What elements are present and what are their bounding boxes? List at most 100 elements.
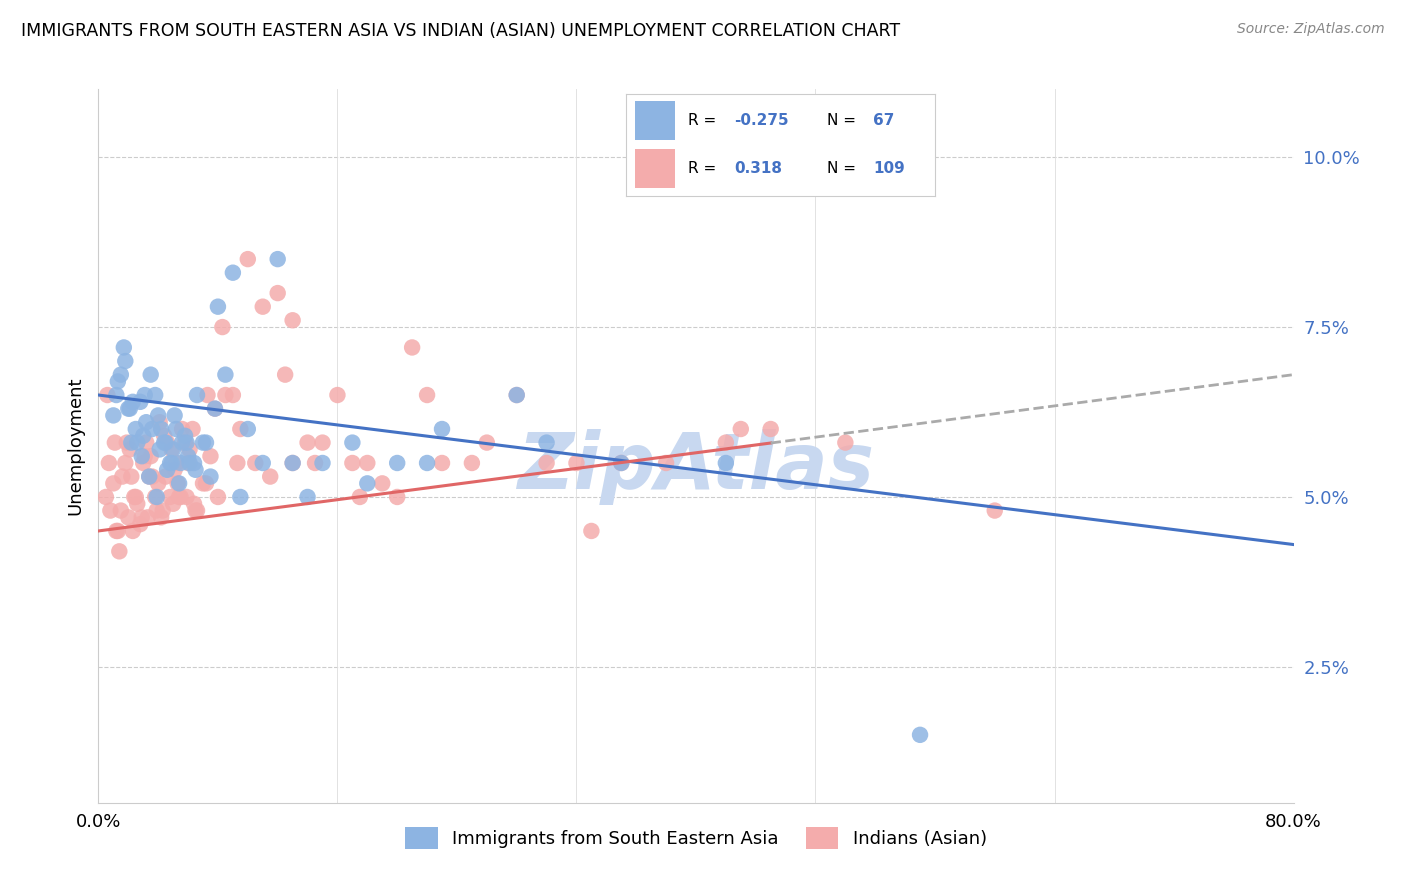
Point <box>186 503 208 517</box>
Text: 67: 67 <box>873 112 894 128</box>
Point <box>311 456 333 470</box>
Point <box>169 490 191 504</box>
Point <box>141 469 163 483</box>
Point <box>131 449 153 463</box>
Point <box>96 388 118 402</box>
Point <box>125 490 148 504</box>
Point <box>169 456 191 470</box>
Point <box>145 490 167 504</box>
Point <box>163 409 186 423</box>
Point <box>162 497 184 511</box>
Point <box>121 394 143 409</box>
Point <box>186 388 208 402</box>
Point <box>172 422 194 436</box>
Point <box>132 429 155 443</box>
Point <box>430 456 453 470</box>
Point <box>110 368 132 382</box>
Point <box>281 313 304 327</box>
Point <box>135 435 157 450</box>
Point <box>461 456 484 470</box>
Legend: Immigrants from South Eastern Asia, Indians (Asian): Immigrants from South Eastern Asia, Indi… <box>396 818 995 858</box>
Point <box>259 469 281 483</box>
Point <box>149 415 172 429</box>
Point <box>297 435 319 450</box>
Point <box>143 490 166 504</box>
Point <box>165 422 187 436</box>
Point <box>730 422 752 436</box>
Point <box>207 490 229 504</box>
Point <box>160 456 183 470</box>
Point <box>565 456 588 470</box>
Point <box>179 442 201 457</box>
Point <box>159 490 181 504</box>
Point <box>139 449 162 463</box>
Point <box>124 490 146 504</box>
Text: 0.318: 0.318 <box>734 161 782 176</box>
Point <box>236 252 259 266</box>
Point <box>131 510 153 524</box>
Point <box>281 456 304 470</box>
Point <box>127 435 149 450</box>
Point <box>184 503 207 517</box>
Point <box>148 476 170 491</box>
Text: Source: ZipAtlas.com: Source: ZipAtlas.com <box>1237 22 1385 37</box>
Point <box>371 476 394 491</box>
Point <box>94 490 117 504</box>
Point <box>908 728 931 742</box>
Point <box>311 435 333 450</box>
Point <box>236 422 259 436</box>
Point <box>150 510 173 524</box>
Point <box>179 456 201 470</box>
Text: R =: R = <box>688 112 721 128</box>
Point <box>195 476 218 491</box>
Point <box>107 375 129 389</box>
Point <box>105 524 128 538</box>
Point <box>112 341 135 355</box>
Point <box>134 449 156 463</box>
Point <box>152 503 174 517</box>
Point <box>132 456 155 470</box>
Point <box>166 476 188 491</box>
Point <box>97 456 120 470</box>
Point <box>204 401 226 416</box>
Point <box>181 422 204 436</box>
Point <box>416 388 439 402</box>
Point <box>197 388 219 402</box>
Point <box>153 435 176 450</box>
Point <box>167 476 190 491</box>
Point <box>401 341 423 355</box>
Point <box>143 388 166 402</box>
Point <box>117 401 139 416</box>
Point <box>105 388 128 402</box>
Point <box>177 449 200 463</box>
Point <box>834 435 856 450</box>
Point <box>222 266 245 280</box>
Point <box>138 469 160 483</box>
Point <box>759 422 782 436</box>
Point <box>145 503 167 517</box>
Point <box>156 435 179 450</box>
Point <box>153 429 176 443</box>
Point <box>162 442 184 457</box>
Bar <box>636 101 675 140</box>
Point <box>416 456 439 470</box>
Point <box>984 503 1007 517</box>
Point <box>304 456 326 470</box>
Point <box>135 415 157 429</box>
Point <box>167 490 190 504</box>
Point <box>204 401 226 416</box>
Point <box>506 388 529 402</box>
Bar <box>636 149 675 188</box>
Point <box>163 463 186 477</box>
Point <box>536 435 558 450</box>
Point <box>110 503 132 517</box>
Point <box>214 368 236 382</box>
Point <box>129 517 152 532</box>
Point <box>120 435 142 450</box>
Point <box>127 497 149 511</box>
Point <box>214 388 236 402</box>
Point <box>536 456 558 470</box>
Point <box>274 368 297 382</box>
Point <box>222 388 245 402</box>
Point <box>165 456 187 470</box>
